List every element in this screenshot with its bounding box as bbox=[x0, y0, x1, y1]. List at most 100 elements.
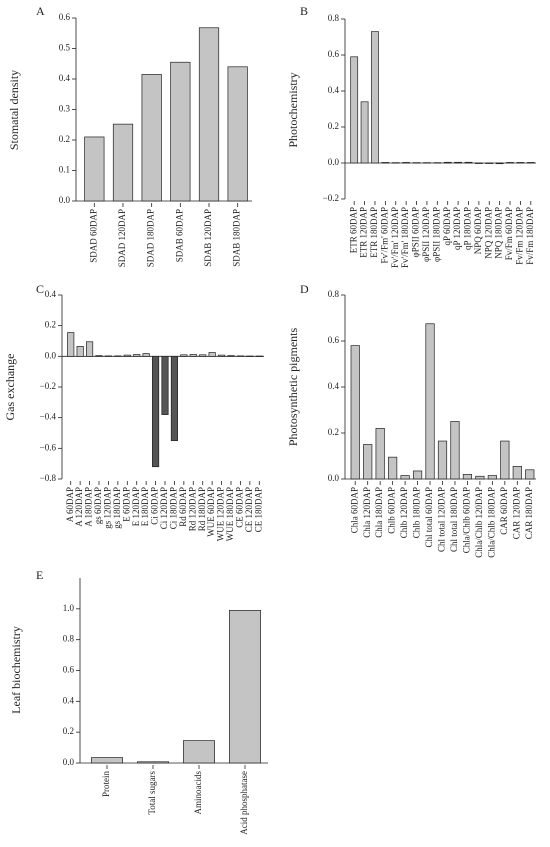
bar bbox=[450, 421, 460, 480]
x-tick-label: Fv'/Fm' 60DAP bbox=[379, 207, 389, 264]
x-tick-label: SDAB 180DAP bbox=[232, 209, 242, 267]
bar bbox=[500, 440, 510, 480]
bar bbox=[227, 66, 248, 202]
bar bbox=[141, 74, 162, 202]
y-tick-label: 0.4 bbox=[63, 695, 75, 705]
y-tick-label: 0.4 bbox=[45, 289, 57, 299]
x-tick-label: gs 60DAP bbox=[93, 487, 103, 524]
x-tick-label: A 60DAP bbox=[65, 487, 75, 522]
bar bbox=[112, 123, 134, 202]
x-tick-label: Ci 120DAP bbox=[159, 487, 169, 529]
x-tick-label: Aminoacids bbox=[193, 771, 203, 815]
x-tick-label: qP 120DAP bbox=[452, 207, 462, 250]
y-tick-label: 0.1 bbox=[59, 165, 70, 175]
panel-label: B bbox=[300, 4, 308, 18]
bar bbox=[183, 740, 215, 764]
y-tick-label: 0.2 bbox=[328, 427, 339, 437]
x-tick-label: SDAB 60DAP bbox=[174, 209, 184, 262]
x-tick-label: ETR 120DAP bbox=[359, 207, 369, 258]
x-tick-label: Fv'/Fm' 120DAP bbox=[390, 207, 400, 268]
y-tick-label: 0.3 bbox=[59, 104, 71, 114]
bar bbox=[391, 162, 400, 164]
x-tick-label: WUE 120DAP bbox=[216, 487, 226, 541]
bar bbox=[142, 353, 150, 357]
x-tick-label: Chla/Chlb 180DAP bbox=[486, 487, 496, 558]
x-tick-label: Protein bbox=[101, 771, 111, 797]
y-tick-label: 0.0 bbox=[328, 473, 340, 483]
x-tick-label: E 180DAP bbox=[140, 487, 150, 526]
x-tick-label: CE 180DAP bbox=[253, 487, 263, 532]
x-tick-label: Chlb 120DAP bbox=[399, 487, 409, 538]
y-tick-label: −0.6 bbox=[40, 442, 57, 452]
panel-label: C bbox=[36, 282, 44, 296]
bar bbox=[133, 354, 141, 357]
x-tick-label: A 120DAP bbox=[74, 487, 84, 527]
y-axis-label: Photosynthetic pigments bbox=[286, 328, 300, 447]
bar bbox=[360, 101, 369, 164]
panel-label: D bbox=[300, 282, 309, 296]
x-tick-label: Chla/Chlb 60DAP bbox=[461, 487, 471, 553]
bar bbox=[388, 456, 398, 480]
x-tick-label: Chla/Chlb 120DAP bbox=[474, 487, 484, 558]
x-tick-label: Total sugars bbox=[147, 771, 157, 815]
bar bbox=[91, 757, 123, 764]
panel-label: E bbox=[36, 568, 43, 582]
x-tick-label: E 120DAP bbox=[131, 487, 141, 526]
x-tick-label: gs 120DAP bbox=[102, 487, 112, 529]
bar bbox=[375, 428, 385, 480]
x-tick-label: A 180DAP bbox=[84, 487, 94, 527]
y-axis-label: Stomatal density bbox=[7, 70, 21, 150]
bar bbox=[170, 355, 178, 442]
x-tick-label: Fv/Fm 60DAP bbox=[504, 207, 514, 260]
x-tick-label: ETR 180DAP bbox=[369, 207, 379, 258]
bar bbox=[350, 345, 360, 480]
x-tick-label: SDAB 120DAP bbox=[203, 209, 213, 267]
y-tick-label: −0.8 bbox=[40, 473, 57, 483]
bar bbox=[161, 355, 169, 415]
x-tick-label: SDAD 180DAP bbox=[146, 209, 156, 267]
y-tick-label: 0.2 bbox=[328, 121, 339, 131]
y-tick-label: 0.8 bbox=[328, 289, 340, 299]
y-tick-label: 0.4 bbox=[328, 85, 340, 95]
x-tick-label: CAR 180DAP bbox=[524, 487, 534, 539]
bar bbox=[255, 355, 263, 357]
bar bbox=[114, 355, 122, 357]
bar bbox=[402, 162, 411, 164]
bar bbox=[218, 354, 226, 357]
bar bbox=[433, 162, 442, 164]
x-tick-label: CAR 60DAP bbox=[499, 487, 509, 535]
y-tick-label: −0.2 bbox=[40, 381, 56, 391]
bar bbox=[227, 355, 235, 357]
x-tick-label: Chl total 60DAP bbox=[424, 487, 434, 548]
bar bbox=[443, 161, 452, 164]
y-tick-label: 0.2 bbox=[63, 726, 74, 736]
x-tick-label: E 60DAP bbox=[121, 487, 131, 522]
x-tick-label: Acid phosphatase bbox=[239, 771, 249, 835]
bar bbox=[198, 27, 220, 202]
x-tick-label: Fv/Fm 180DAP bbox=[525, 207, 535, 265]
y-tick-label: 0.0 bbox=[59, 195, 71, 205]
x-tick-label: Ci 60DAP bbox=[150, 487, 160, 525]
x-tick-label: Fv'/Fm' 180DAP bbox=[400, 207, 410, 268]
bar bbox=[425, 323, 435, 480]
y-tick-label: 0.0 bbox=[63, 757, 75, 767]
bar bbox=[506, 162, 514, 164]
bar bbox=[464, 161, 473, 164]
bar bbox=[381, 162, 390, 164]
bar bbox=[137, 761, 169, 764]
bar bbox=[199, 354, 207, 357]
y-tick-label: 0.6 bbox=[328, 49, 340, 59]
bar bbox=[363, 444, 373, 480]
x-tick-label: qP 180DAP bbox=[463, 207, 473, 250]
x-tick-label: φPSII 60DAP bbox=[411, 207, 421, 257]
bar bbox=[462, 474, 473, 480]
x-tick-label: CE 60DAP bbox=[234, 487, 244, 528]
x-tick-label: φPSII 120DAP bbox=[421, 207, 431, 262]
bar bbox=[246, 355, 254, 357]
bar bbox=[526, 162, 535, 164]
y-axis-label: Photochemistry bbox=[286, 72, 300, 147]
x-tick-label: Chla 60DAP bbox=[349, 487, 359, 533]
y-tick-label: −0.2 bbox=[323, 193, 339, 203]
y-tick-label: 0.6 bbox=[59, 12, 71, 22]
bar bbox=[437, 440, 448, 480]
